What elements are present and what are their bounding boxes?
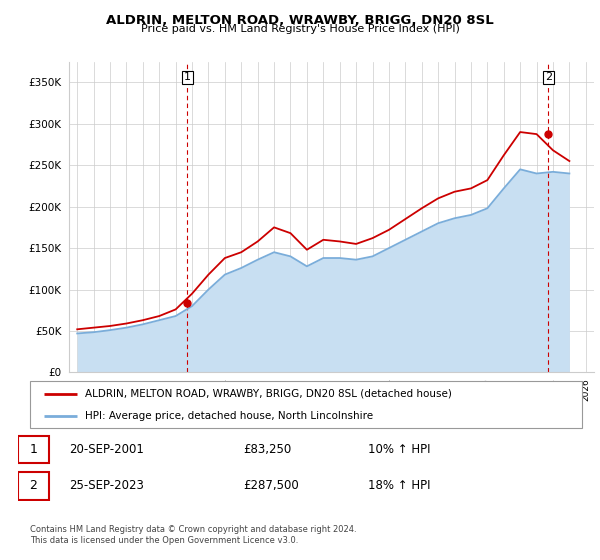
Text: 20-SEP-2001: 20-SEP-2001: [69, 443, 143, 456]
Text: Price paid vs. HM Land Registry's House Price Index (HPI): Price paid vs. HM Land Registry's House …: [140, 24, 460, 34]
Text: 2: 2: [29, 479, 37, 492]
FancyBboxPatch shape: [18, 472, 49, 500]
Text: £287,500: £287,500: [244, 479, 299, 492]
Text: 10% ↑ HPI: 10% ↑ HPI: [368, 443, 430, 456]
Text: 1: 1: [29, 443, 37, 456]
Text: 25-SEP-2023: 25-SEP-2023: [69, 479, 143, 492]
Text: 2: 2: [545, 72, 552, 82]
Text: £83,250: £83,250: [244, 443, 292, 456]
Text: 1: 1: [184, 72, 191, 82]
Text: Contains HM Land Registry data © Crown copyright and database right 2024.
This d: Contains HM Land Registry data © Crown c…: [30, 525, 356, 545]
Text: 18% ↑ HPI: 18% ↑ HPI: [368, 479, 430, 492]
FancyBboxPatch shape: [30, 381, 582, 428]
Text: HPI: Average price, detached house, North Lincolnshire: HPI: Average price, detached house, Nort…: [85, 410, 373, 421]
FancyBboxPatch shape: [18, 436, 49, 463]
Text: ALDRIN, MELTON ROAD, WRAWBY, BRIGG, DN20 8SL: ALDRIN, MELTON ROAD, WRAWBY, BRIGG, DN20…: [106, 14, 494, 27]
Text: ALDRIN, MELTON ROAD, WRAWBY, BRIGG, DN20 8SL (detached house): ALDRIN, MELTON ROAD, WRAWBY, BRIGG, DN20…: [85, 389, 452, 399]
